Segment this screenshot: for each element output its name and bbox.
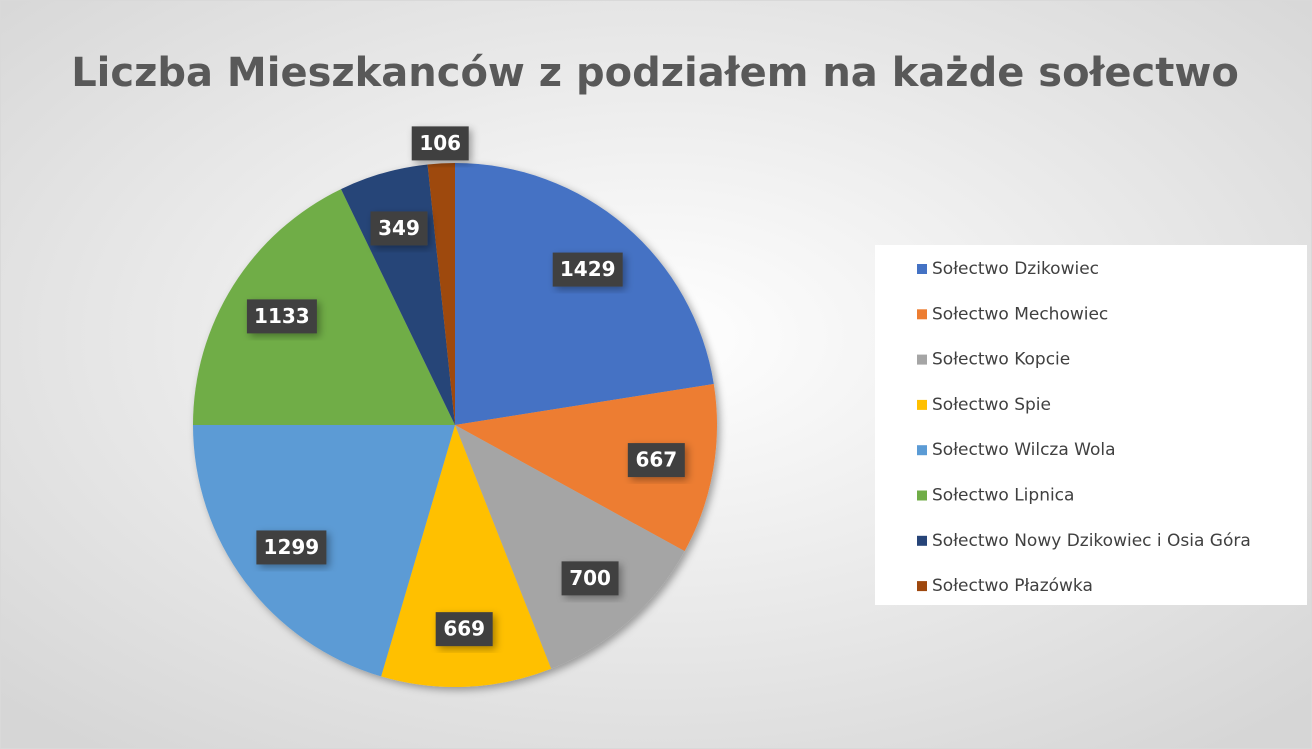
- data-label-box: [411, 126, 469, 161]
- legend-label: Sołectwo Kopcie: [932, 350, 1070, 370]
- legend-label: Sołectwo Wilcza Wola: [932, 440, 1116, 460]
- data-label-box: [552, 252, 623, 287]
- slice: [455, 383, 717, 552]
- slice: [427, 163, 455, 425]
- legend-label: Sołectwo Mechowiec: [932, 304, 1108, 324]
- pie: [193, 163, 717, 687]
- data-label: 1429: [560, 257, 616, 281]
- legend-swatch: [917, 535, 927, 546]
- slice: [455, 425, 685, 669]
- slice: [381, 425, 552, 687]
- legend-swatch: [917, 490, 927, 501]
- data-label: 667: [635, 448, 677, 472]
- data-label: 349: [378, 216, 420, 240]
- slice: [193, 189, 455, 425]
- legend: [875, 245, 1307, 605]
- data-label-box: [435, 612, 493, 647]
- legend-swatch: [917, 264, 927, 274]
- legend-swatch: [917, 399, 927, 410]
- legend-label: Sołectwo Płazówka: [932, 576, 1093, 596]
- legend-swatch: [917, 354, 927, 365]
- data-label-box: [370, 211, 428, 246]
- legend-label: Sołectwo Lipnica: [932, 486, 1074, 506]
- data-label-box: [627, 443, 685, 478]
- data-label-box: [246, 299, 317, 334]
- legend-swatch: [917, 581, 927, 592]
- slice: [455, 163, 714, 425]
- data-label: 669: [443, 617, 485, 641]
- legend-label: Sołectwo Spie: [932, 395, 1051, 415]
- data-label: 1299: [264, 535, 320, 559]
- legend-swatch: [917, 309, 927, 320]
- legend-label: Sołectwo Nowy Dzikowiec i Osia Góra: [932, 531, 1251, 551]
- data-label-box: [561, 561, 619, 596]
- chart-title: Liczba Mieszkanców z podziałem na każde …: [71, 50, 1239, 96]
- data-label: 106: [419, 131, 461, 155]
- data-label: 700: [569, 566, 611, 590]
- legend-swatch: [917, 445, 927, 456]
- data-label: 1133: [254, 304, 310, 328]
- data-label-box: [256, 530, 327, 565]
- legend-label: Sołectwo Dzikowiec: [932, 259, 1099, 279]
